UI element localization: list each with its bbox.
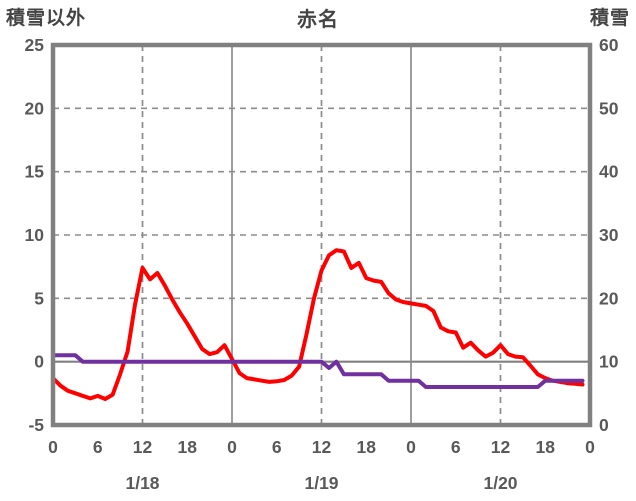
x-axis-tick-label: 0 (48, 437, 58, 457)
x-axis-tick-label: 18 (357, 437, 377, 457)
left-axis-title: 積雪以外 (6, 8, 87, 29)
chart-title: 赤名 (297, 9, 339, 31)
x-axis-tick-label: 6 (93, 437, 103, 457)
plot-border (50, 42, 593, 428)
date-label: 1/20 (483, 473, 517, 493)
date-label: 1/19 (304, 473, 338, 493)
x-axis-tick-label: 12 (491, 437, 511, 457)
red-series-line (51, 248, 585, 401)
left-axis-tick-label: 20 (25, 98, 45, 118)
right-axis-tick-label: 10 (599, 352, 619, 372)
right-axis-tick-label: 30 (599, 225, 619, 245)
x-axis-tick-label: 6 (451, 437, 461, 457)
left-axis-tick-label: 0 (34, 352, 44, 372)
date-label: 1/18 (125, 473, 159, 493)
right-axis-tick-label: 0 (599, 415, 609, 435)
x-axis-tick-label: 0 (227, 437, 237, 457)
left-axis-tick-label: -5 (28, 415, 44, 435)
x-axis-tick-label: 0 (406, 437, 416, 457)
right-axis-title: 積雪 (589, 8, 630, 29)
x-axis-tick-label: 18 (178, 437, 198, 457)
x-axis-tick-label: 0 (585, 437, 595, 457)
x-axis-tick-label: 18 (536, 437, 556, 457)
right-axis-tick-label: 60 (599, 35, 619, 55)
right-axis-tick-label: 40 (599, 162, 619, 182)
x-axis-tick-label: 6 (272, 437, 282, 457)
left-axis-tick-label: 25 (25, 35, 45, 55)
left-axis-tick-label: 10 (25, 225, 45, 245)
right-axis-tick-label: 50 (599, 98, 619, 118)
right-axis-tick-label: 20 (599, 288, 619, 308)
x-axis-tick-label: 12 (312, 437, 332, 457)
left-axis-tick-label: 15 (25, 162, 45, 182)
purple-series-line (51, 353, 585, 389)
x-axis-tick-label: 12 (133, 437, 153, 457)
left-axis-tick-label: 5 (34, 288, 44, 308)
